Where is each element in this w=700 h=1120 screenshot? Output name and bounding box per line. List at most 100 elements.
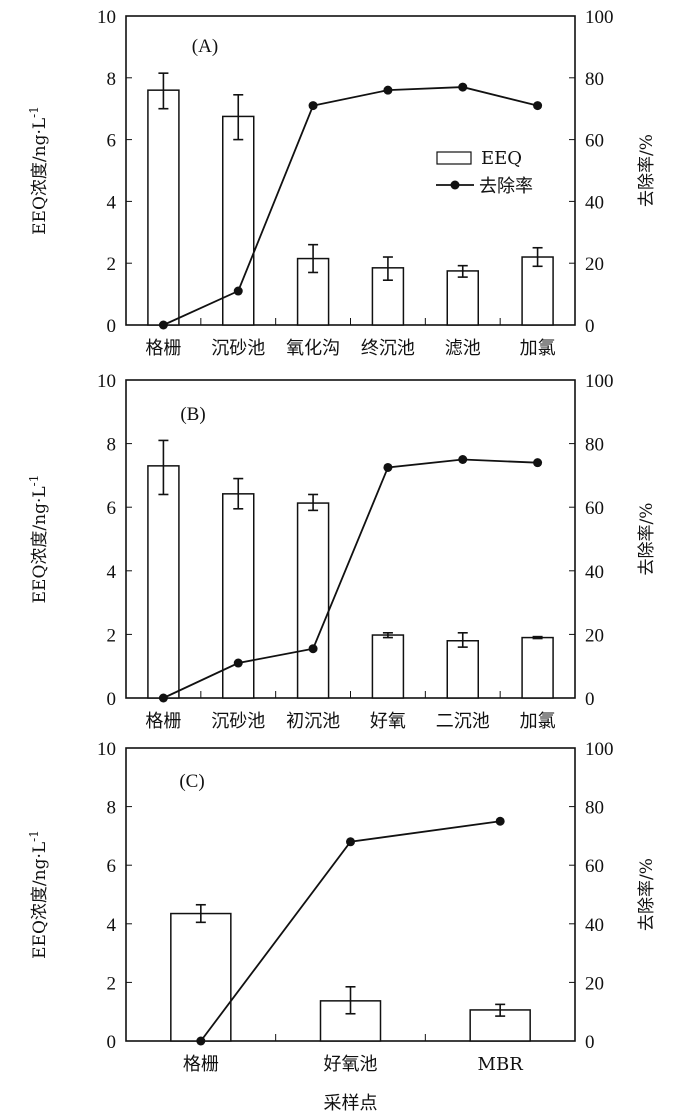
left-tick-label: 4	[107, 192, 117, 213]
left-tick-label: 0	[107, 1032, 117, 1053]
left-tick-label: 4	[107, 915, 117, 936]
left-tick-label: 10	[97, 371, 116, 392]
removal-rate-point	[533, 458, 543, 468]
right-tick-label: 40	[585, 915, 604, 936]
category-label: 好氧	[370, 711, 406, 732]
category-label: 格栅	[145, 338, 181, 359]
category-label: MBR	[478, 1054, 524, 1075]
left-tick-label: 4	[107, 562, 117, 583]
removal-rate-point	[495, 816, 505, 826]
removal-rate-line	[163, 86, 538, 326]
removal-rate-point	[158, 320, 168, 330]
removal-rate-line	[163, 458, 538, 699]
left-tick-label: 10	[97, 739, 116, 760]
right-tick-label: 0	[585, 316, 595, 337]
right-tick-label: 20	[585, 254, 604, 275]
right-tick-label: 20	[585, 973, 604, 994]
panel-label: (A)	[192, 36, 218, 57]
removal-rate-point	[383, 85, 393, 95]
right-tick-label: 100	[585, 371, 614, 392]
right-tick-label: 60	[585, 856, 604, 877]
left-tick-label: 6	[107, 498, 117, 519]
plot-frame	[125, 379, 576, 699]
left-tick-label: 0	[107, 689, 117, 710]
removal-rate-point	[308, 101, 318, 111]
left-tick-label: 6	[107, 856, 117, 877]
removal-rate-point	[383, 462, 393, 472]
legend-bar-label: EEQ	[481, 148, 522, 169]
right-tick-label: 80	[585, 435, 604, 456]
removal-rate-point	[346, 837, 355, 847]
left-axis-title-text: EEQ浓度/ng·L	[30, 486, 50, 603]
plot-frame	[125, 15, 576, 326]
left-tick-label: 6	[107, 131, 117, 152]
left-axis-title: EEQ浓度/ng·L-1	[27, 830, 50, 959]
right-axis-title: 去除率/%	[637, 134, 657, 207]
removal-rate-point	[458, 455, 468, 464]
eeq-bar	[446, 640, 479, 699]
right-tick-label: 20	[585, 625, 604, 646]
left-tick-label: 0	[107, 316, 117, 337]
legend-line-marker	[450, 180, 460, 190]
right-tick-label: 80	[585, 69, 604, 90]
category-label: 氧化沟	[286, 338, 340, 359]
right-tick-label: 40	[585, 562, 604, 583]
category-label: 格栅	[145, 711, 181, 732]
category-label: 二沉池	[436, 711, 490, 732]
right-axis-title: 去除率/%	[637, 503, 657, 576]
left-axis-title-superscript: -1	[27, 830, 41, 842]
left-axis-title-text: EEQ浓度/ng·L	[30, 842, 50, 959]
removal-rate-point	[233, 286, 243, 296]
removal-rate-point	[308, 644, 318, 654]
right-tick-label: 60	[585, 498, 604, 519]
eeq-bar	[446, 270, 479, 326]
category-label: 沉砂池	[211, 338, 265, 359]
left-axis-title: EEQ浓度/ng·L-1	[27, 475, 50, 604]
left-tick-label: 8	[107, 69, 117, 90]
right-tick-label: 60	[585, 131, 604, 152]
eeq-bar	[521, 256, 554, 326]
left-tick-label: 8	[107, 435, 117, 456]
eeq-bar	[371, 267, 405, 326]
left-axis-title: EEQ浓度/ng·L-1	[27, 106, 50, 235]
eeq-bar	[296, 502, 330, 699]
eeq-bar	[170, 912, 232, 1042]
left-tick-label: 10	[97, 7, 116, 28]
removal-rate-point	[533, 101, 543, 111]
legend-line-label: 去除率	[479, 176, 533, 197]
panel-label: (C)	[179, 771, 204, 792]
removal-rate-point	[233, 658, 243, 668]
left-tick-label: 2	[107, 973, 117, 994]
left-tick-label: 8	[107, 798, 117, 819]
eeq-bar	[147, 89, 180, 326]
right-tick-label: 40	[585, 192, 604, 213]
category-label: 沉砂池	[211, 711, 265, 732]
removal-rate-point	[158, 693, 168, 703]
right-tick-label: 0	[585, 1032, 595, 1053]
removal-rate-point	[196, 1036, 206, 1046]
category-label: 格栅	[183, 1054, 219, 1075]
category-label: 滤池	[445, 338, 481, 359]
left-axis-title-superscript: -1	[27, 475, 41, 487]
left-axis-title-superscript: -1	[27, 106, 41, 118]
left-tick-label: 2	[107, 254, 117, 275]
right-tick-label: 0	[585, 689, 595, 710]
right-tick-label: 100	[585, 7, 614, 28]
x-axis-title: 采样点	[324, 1093, 378, 1114]
category-label: 加氯	[520, 338, 556, 359]
legend-bar-swatch	[436, 151, 472, 165]
eeq-bar	[521, 636, 554, 699]
removal-rate-point	[458, 82, 468, 92]
right-axis-title: 去除率/%	[637, 858, 657, 931]
eeq-bar	[371, 634, 405, 699]
category-label: 初沉池	[286, 711, 340, 732]
legend: EEQ 去除率	[436, 148, 533, 197]
eeq-bar	[147, 465, 180, 699]
left-tick-label: 2	[107, 625, 117, 646]
right-tick-label: 100	[585, 739, 614, 760]
left-axis-title-text: EEQ浓度/ng·L	[30, 118, 50, 235]
